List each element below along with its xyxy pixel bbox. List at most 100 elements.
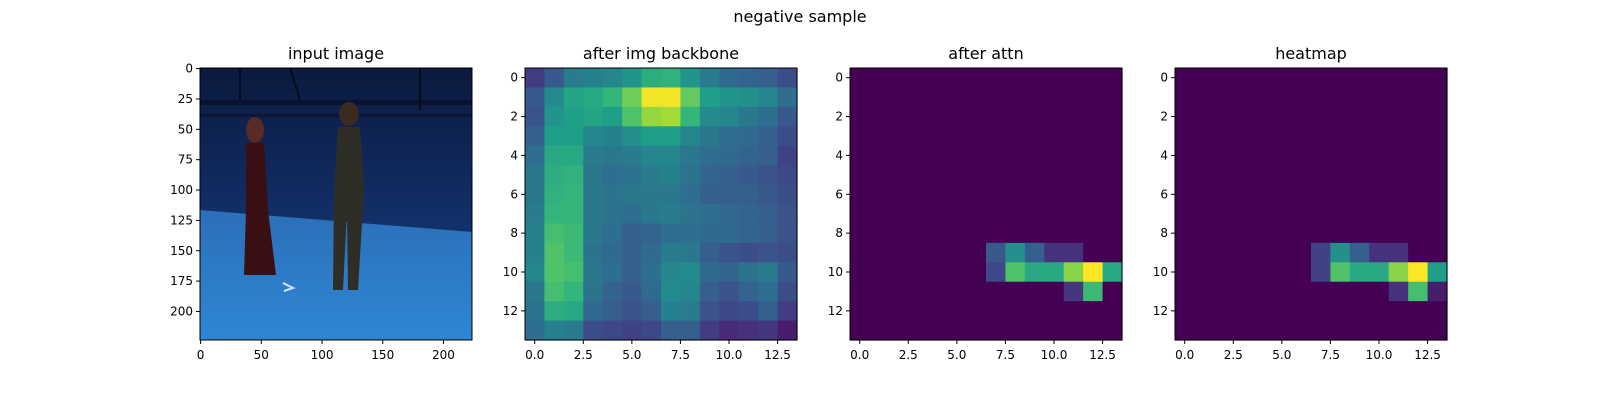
heatmap-cell	[544, 165, 565, 186]
heatmap-cell	[1369, 145, 1390, 166]
heatmap-cell	[1252, 204, 1273, 225]
heatmap-cell	[661, 165, 682, 186]
heatmap-cell	[1272, 262, 1293, 283]
heatmap-cell	[966, 262, 987, 283]
heatmap-cell	[738, 145, 759, 166]
x-tick-label: 5.0	[947, 348, 966, 362]
heatmap-cell	[1005, 165, 1026, 186]
heatmap-cell	[1408, 87, 1429, 108]
heatmap-cell	[1063, 184, 1084, 205]
heatmap-cell	[544, 242, 565, 263]
heatmap-cell	[777, 242, 798, 263]
heatmap-cell	[1063, 262, 1084, 283]
heatmap-cell	[1102, 262, 1123, 283]
heatmap-cell	[869, 301, 890, 322]
heatmap-cell	[1408, 242, 1429, 263]
heatmap-cell	[1252, 242, 1273, 263]
heatmap-cell	[986, 184, 1007, 205]
heatmap-cell	[1194, 262, 1215, 283]
heatmap-cell	[927, 262, 948, 283]
heatmap-cell	[908, 204, 929, 225]
heatmap-cell	[583, 106, 604, 127]
heatmap-cell	[1408, 68, 1429, 89]
heatmap-cell	[622, 87, 643, 108]
heatmap-cell	[1311, 126, 1332, 147]
panel-heatmap: heatmap 0.0 2.5 5.0 7.5 10.0 12.5 0 2 4 6 8 10 12	[1153, 44, 1448, 362]
heatmap-cell	[1175, 320, 1196, 341]
heatmap-cell	[661, 204, 682, 225]
heatmap-cell	[738, 320, 759, 341]
heatmap-cell	[1388, 262, 1409, 283]
heatmap-cell	[1311, 184, 1332, 205]
heatmap-cell	[563, 126, 584, 147]
heatmap-cell	[1194, 68, 1215, 89]
heatmap-cell	[1083, 126, 1104, 147]
heatmap-cell	[1175, 145, 1196, 166]
heatmap-cell	[1194, 106, 1215, 127]
heatmap-cell	[758, 184, 779, 205]
heatmap-cell	[1233, 242, 1254, 263]
y-tick-label: 100	[170, 183, 193, 197]
heatmap-cell	[641, 262, 662, 283]
heatmap-cell	[850, 87, 871, 108]
heatmap-cell	[1330, 106, 1351, 127]
axis-ticks: 0.0 2.5 5.0 7.5 10.0 12.5 0 2 4 6 8 10 12	[503, 71, 791, 362]
heatmap-cell	[622, 320, 643, 341]
heatmap-cell	[622, 106, 643, 127]
heatmap-cell	[1311, 165, 1332, 186]
heatmap-cell	[699, 165, 720, 186]
heatmap-cell	[908, 320, 929, 341]
heatmap-cell	[719, 87, 740, 108]
y-tick-label: 0	[510, 71, 518, 85]
heatmap-cell	[947, 126, 968, 147]
heatmap-cell	[1311, 242, 1332, 263]
heatmap-cell	[1102, 281, 1123, 302]
heatmap-cell	[1102, 223, 1123, 244]
heatmap-cell	[1291, 87, 1312, 108]
heatmap-cell	[908, 301, 929, 322]
heatmap-cell	[661, 223, 682, 244]
heatmap-cell	[1408, 184, 1429, 205]
heatmap-cell	[661, 242, 682, 263]
heatmap-cell	[850, 68, 871, 89]
heatmap-cell	[1194, 301, 1215, 322]
heatmap-cell	[966, 106, 987, 127]
heatmap-cell	[602, 204, 623, 225]
heatmap-cell	[986, 320, 1007, 341]
heatmap-cell	[1349, 223, 1370, 244]
x-tick-label: 150	[371, 348, 394, 362]
heatmap-cell	[1330, 126, 1351, 147]
heatmap-cell	[1063, 165, 1084, 186]
heatmap-cells	[850, 68, 1123, 341]
heatmap-cell	[1005, 184, 1026, 205]
heatmap-cell	[1369, 68, 1390, 89]
heatmap-cell	[680, 184, 701, 205]
heatmap-cell	[544, 204, 565, 225]
heatmap-cell	[850, 184, 871, 205]
heatmap-cell	[699, 223, 720, 244]
heatmap-cell	[699, 106, 720, 127]
heatmap-cell	[1063, 223, 1084, 244]
heatmap-cell	[1194, 320, 1215, 341]
heatmap-cell	[1330, 242, 1351, 263]
heatmap-cell	[1102, 184, 1123, 205]
heatmap-cell	[1408, 281, 1429, 302]
heatmap-cell	[1291, 106, 1312, 127]
heatmap-cell	[1311, 262, 1332, 283]
heatmap-cell	[680, 262, 701, 283]
x-tick-label: 7.5	[996, 348, 1015, 362]
heatmap-cell	[602, 320, 623, 341]
heatmap-cell	[1369, 262, 1390, 283]
heatmap-cell	[661, 281, 682, 302]
heatmap-cell	[1272, 320, 1293, 341]
x-tick-label: 0	[197, 348, 205, 362]
heatmap-cell	[1005, 301, 1026, 322]
heatmap-cell	[1044, 68, 1065, 89]
heatmap-cell	[850, 320, 871, 341]
heatmap-cell	[622, 184, 643, 205]
heatmap-cell	[1291, 165, 1312, 186]
heatmap-cell	[1233, 106, 1254, 127]
heatmap-cell	[699, 184, 720, 205]
heatmap-cell	[986, 262, 1007, 283]
